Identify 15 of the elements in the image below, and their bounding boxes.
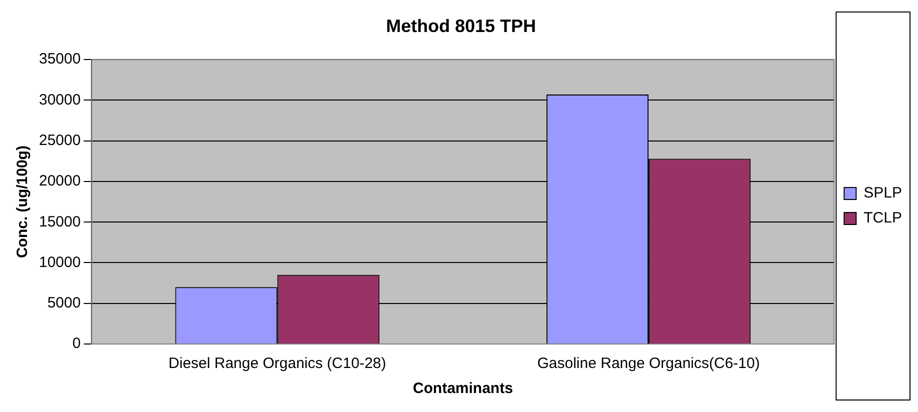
y-tick-label: 15000 bbox=[38, 213, 81, 230]
y-tick-label: 30000 bbox=[38, 91, 81, 108]
x-tick-label: Diesel Range Organics (C10-28) bbox=[168, 355, 386, 372]
y-tick-label: 10000 bbox=[38, 254, 81, 271]
y-tick-label: 5000 bbox=[47, 294, 81, 312]
x-axis-title: Contaminants bbox=[412, 380, 513, 398]
y-tick-label: 35000 bbox=[38, 50, 81, 68]
chart-title: Method 8015 TPH bbox=[386, 16, 536, 36]
x-tick-label: Gasoline Range Organics(C6-10) bbox=[537, 355, 760, 372]
y-axis-title: Conc. (ug/100g) bbox=[14, 146, 32, 258]
legend-label: TCLP bbox=[864, 210, 902, 227]
legend-label: SPLP bbox=[864, 184, 902, 202]
y-tick-label: 0 bbox=[72, 335, 81, 352]
y-tick-label: 20000 bbox=[38, 172, 81, 190]
y-tick-label: 25000 bbox=[38, 132, 81, 149]
